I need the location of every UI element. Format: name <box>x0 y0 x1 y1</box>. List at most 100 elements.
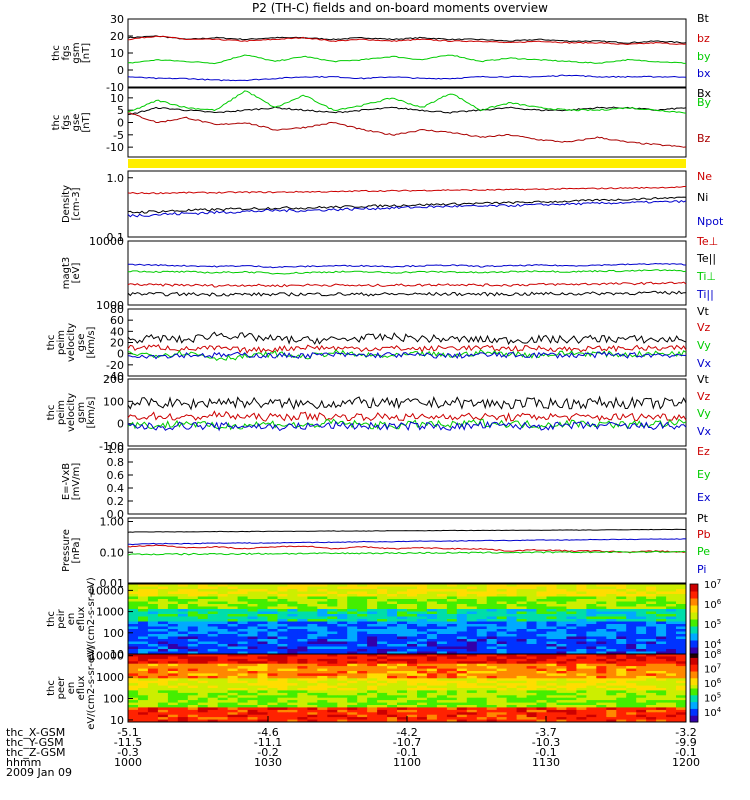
spectrogram-cell <box>187 584 199 587</box>
spectrogram-cell <box>327 685 338 689</box>
spectrogram-cell <box>357 666 368 669</box>
spectrogram-cell <box>656 631 667 635</box>
spectrogram-cell <box>247 624 259 627</box>
spectrogram-cell <box>446 705 458 708</box>
spectrogram-cell <box>407 604 418 607</box>
spectrogram-cell <box>138 649 149 652</box>
spectrogram-cell <box>556 673 567 677</box>
spectrogram-cell <box>586 692 597 696</box>
spectrogram-cell <box>616 712 627 716</box>
spectrogram-cell <box>666 666 677 669</box>
y-axis-label: [eV] <box>71 263 82 284</box>
spectrogram-cell <box>227 661 239 665</box>
spectrogram-cell <box>436 584 448 587</box>
spectrogram-cell <box>387 626 398 630</box>
spectrogram-cell <box>446 644 458 647</box>
spectrogram-cell <box>456 719 468 723</box>
spectrogram-cell <box>407 594 418 597</box>
spectrogram-cell <box>556 675 567 679</box>
spectrogram-cell <box>327 658 338 662</box>
spectrogram-cell <box>446 690 458 694</box>
spectrogram-cell <box>337 634 348 637</box>
spectrogram-cell <box>138 609 149 612</box>
spectrogram-cell <box>397 673 408 677</box>
spectrogram-cell <box>377 705 388 708</box>
spectrogram-cell <box>167 611 179 615</box>
spectrogram-cell <box>536 599 547 602</box>
spectrogram-cell <box>426 649 438 652</box>
spectrogram-cell <box>646 705 657 708</box>
spectrogram-cell <box>417 675 428 679</box>
spectrogram-cell <box>596 712 607 716</box>
spectrogram-cell <box>247 594 259 597</box>
spectrogram-cell <box>566 609 577 612</box>
spectrogram-cell <box>576 685 587 689</box>
spectrogram-cell <box>377 661 388 665</box>
spectrogram-cell <box>586 591 597 595</box>
spectrogram-cell <box>187 641 199 645</box>
spectrogram-cell <box>267 606 278 610</box>
spectrogram-cell <box>307 685 318 689</box>
spectrogram-cell <box>426 611 438 615</box>
spectrogram-cell <box>616 697 627 701</box>
spectrogram-cell <box>347 636 358 640</box>
spectrogram-cell <box>576 666 587 669</box>
spectrogram-cell <box>297 712 308 716</box>
spectrogram-cell <box>526 586 538 590</box>
spectrogram-cell <box>676 641 687 645</box>
spectrogram-cell <box>526 690 538 694</box>
spectrogram-cell <box>606 673 617 677</box>
spectrogram-cell <box>167 714 179 718</box>
spectrogram-cell <box>426 707 438 711</box>
spectrogram-cell <box>676 604 687 607</box>
spectrogram-cell <box>676 673 687 677</box>
spectrogram-cell <box>187 656 199 660</box>
spectrogram-cell <box>377 668 388 672</box>
spectrogram-cell <box>197 639 209 642</box>
spectrogram-cell <box>367 692 378 696</box>
spectrogram-cell <box>327 641 338 645</box>
spectrogram-cell <box>626 644 637 647</box>
spectrogram-cell <box>327 619 338 622</box>
spectrogram-cell <box>446 646 458 650</box>
spectrogram-cell <box>496 586 508 590</box>
x-axis-value: 1000 <box>114 756 142 769</box>
spectrogram-cell <box>267 678 278 682</box>
spectrogram-cell <box>486 705 498 708</box>
spectrogram-cell <box>227 683 239 686</box>
spectrogram-cell <box>357 609 368 612</box>
spectrogram-cell <box>147 666 159 669</box>
spectrogram-cell <box>566 611 577 615</box>
legend-entry: Vz <box>697 321 711 334</box>
spectrogram-cell <box>576 629 587 632</box>
spectrogram-cell <box>207 651 219 655</box>
spectrogram-cell <box>546 702 557 706</box>
spectrogram-cell <box>327 671 338 674</box>
spectrogram-cell <box>646 692 657 696</box>
spectrogram-cell <box>656 646 667 650</box>
spectrogram-cell <box>177 673 189 677</box>
spectrogram-cell <box>546 619 557 622</box>
spectrogram-cell <box>128 644 139 647</box>
spectrogram-cell <box>436 683 448 686</box>
spectrogram-cell <box>207 604 219 607</box>
spectrogram-cell <box>556 619 567 622</box>
colorbar-frame <box>689 653 699 723</box>
spectrogram-cell <box>546 586 557 590</box>
spectrogram-cell <box>307 639 318 642</box>
spectrogram-cell <box>217 599 229 602</box>
spectrogram-cell <box>636 591 647 595</box>
spectrogram-cell <box>566 591 577 595</box>
spectrogram-cell <box>586 584 597 587</box>
spectrogram-cell <box>626 641 637 645</box>
spectrogram-cell <box>197 700 209 703</box>
spectrogram-cell <box>576 619 587 622</box>
spectrogram-cell <box>397 614 408 617</box>
spectrogram-cell <box>476 700 488 703</box>
spectrogram-cell <box>636 712 647 716</box>
spectrogram-cell <box>476 611 488 615</box>
spectrogram-cell <box>197 707 209 711</box>
spectrogram-cell <box>506 611 518 615</box>
spectrogram-cell <box>566 626 577 630</box>
spectrogram-cell <box>666 624 677 627</box>
